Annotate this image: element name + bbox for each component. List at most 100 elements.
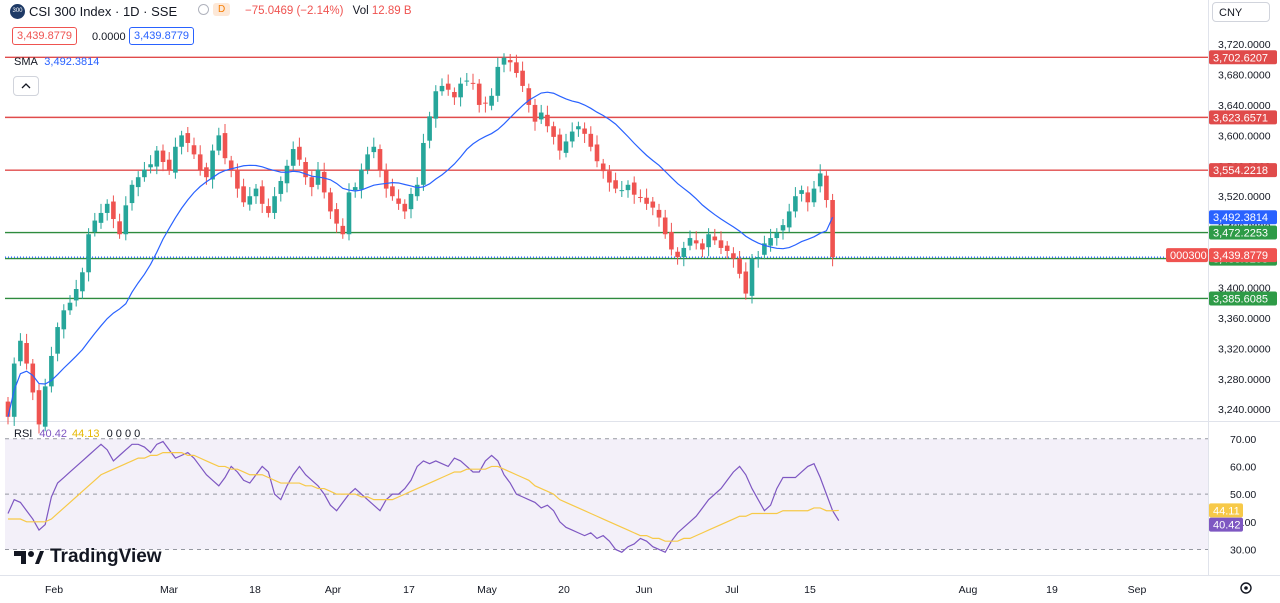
sma-value: 3,492.3814 — [44, 56, 100, 68]
rsi-legend[interactable]: RSI 40.42 44.13 0 0 0 0 — [14, 428, 140, 440]
rsi-ma-tag: 44.11 — [1209, 503, 1243, 518]
candle-body — [98, 212, 104, 223]
rsi-ma-line — [8, 452, 839, 542]
candle-body — [762, 243, 767, 255]
sma-legend[interactable]: SMA 3,492.3814 — [14, 56, 99, 68]
level-tag-5-bg — [1209, 291, 1277, 306]
candle — [507, 53, 513, 72]
candle-body — [501, 57, 507, 65]
candle-body — [402, 203, 408, 212]
rsi-tick-2: 50.00 — [1230, 489, 1256, 501]
candle — [222, 123, 228, 165]
volume-label: Vol — [352, 5, 369, 17]
price-tick-10: 3,320.0000 — [1218, 343, 1271, 355]
sma-label: SMA — [14, 56, 38, 68]
symbol-header[interactable]: 300 CSI 300 Index · 1D · SSE — [10, 4, 177, 19]
candle — [309, 171, 315, 197]
candle-body — [724, 245, 730, 251]
candle — [607, 165, 612, 192]
tv-logo-icon — [14, 551, 44, 564]
candle — [532, 98, 538, 131]
candle-body — [613, 180, 618, 189]
level-tag-2-bg — [1209, 163, 1277, 178]
candle-body — [799, 190, 804, 194]
candle — [259, 180, 265, 213]
candle — [142, 161, 147, 182]
rsi-extra: 0 0 0 0 — [106, 428, 141, 440]
candle — [749, 254, 755, 304]
candle — [557, 128, 563, 160]
candle-body — [135, 177, 141, 188]
gear-icon — [1240, 582, 1252, 594]
candle-body — [470, 82, 476, 84]
candle — [173, 137, 178, 179]
sma-tag-bg — [1209, 210, 1277, 225]
candle-body — [352, 187, 358, 191]
candle — [247, 187, 253, 211]
price-change-row: −75.0469 (−2.14%) Vol 12.89 B — [245, 5, 412, 17]
candle-body — [228, 160, 234, 170]
candle — [799, 185, 804, 202]
candle — [154, 146, 160, 175]
level-tag-5: 3,385.6085 — [1209, 291, 1277, 306]
price-tick-3: 3,600.0000 — [1218, 130, 1271, 142]
candle — [278, 176, 284, 202]
candle — [30, 358, 36, 401]
candle-body — [700, 243, 705, 250]
candle — [817, 164, 823, 193]
candle — [805, 186, 811, 212]
candle-body — [693, 240, 699, 244]
candle — [780, 219, 786, 240]
price-tick-1: 3,680.0000 — [1218, 70, 1271, 82]
candle — [830, 193, 835, 267]
candle-body — [576, 126, 581, 130]
candle — [551, 121, 556, 145]
candle — [359, 163, 364, 199]
price-tick-5: 3,520.0000 — [1218, 191, 1271, 203]
candle-body — [377, 149, 383, 170]
price-tick-2: 3,640.0000 — [1218, 100, 1271, 112]
candle-body — [408, 193, 414, 210]
candle — [228, 155, 234, 178]
ohlc-zero: 0.0000 — [92, 31, 126, 43]
ohlc-close-box-2[interactable]: 3,439.8779 — [129, 27, 195, 45]
candle-body — [104, 203, 110, 213]
currency-label: CNY — [1219, 7, 1243, 19]
time-tick-11: 19 — [1046, 584, 1058, 596]
candle-body — [706, 234, 711, 248]
candle — [371, 137, 377, 159]
candle-body — [433, 91, 439, 119]
level-tag-2: 3,554.2218 — [1209, 163, 1277, 178]
candle — [464, 72, 470, 86]
time-tick-2: 18 — [249, 584, 261, 596]
ohlc-close-box[interactable]: 3,439.8779 — [12, 27, 78, 45]
collapse-button[interactable] — [13, 76, 39, 96]
candle-body — [266, 206, 271, 213]
market-status[interactable]: D — [194, 3, 231, 16]
candle — [123, 196, 129, 241]
candle — [55, 322, 60, 362]
rsi-tick-1: 60.00 — [1230, 461, 1256, 473]
candle-body — [297, 146, 302, 160]
candle-body — [731, 253, 736, 259]
rsi-line — [7, 440, 840, 554]
symbol-tag-bg — [1166, 248, 1208, 263]
candle — [179, 130, 184, 155]
level-tag-0-text: 3,702.6207 — [1213, 52, 1268, 64]
candle — [216, 127, 222, 156]
candle-body — [755, 257, 761, 259]
candle-body — [805, 192, 811, 203]
candle-body — [669, 231, 674, 250]
candle-body — [464, 80, 470, 82]
settings-button[interactable] — [1238, 580, 1254, 596]
candle — [755, 250, 761, 268]
candle-body — [507, 60, 513, 63]
candle — [693, 231, 699, 250]
time-tick-8: Jul — [725, 584, 738, 596]
candle — [669, 222, 674, 256]
currency-select[interactable]: CNY — [1212, 2, 1270, 22]
candle — [793, 187, 798, 218]
candle — [445, 74, 451, 96]
candle — [408, 187, 414, 219]
